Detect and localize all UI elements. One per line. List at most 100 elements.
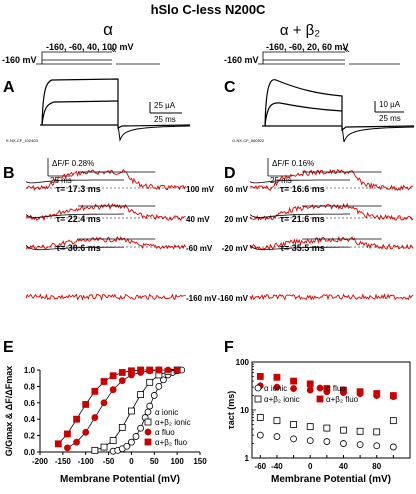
panel-letter-B: B bbox=[3, 165, 15, 182]
right-scale-bar bbox=[374, 101, 404, 113]
voltage-label: -20 mV bbox=[222, 244, 249, 253]
x-tick-label: 40 bbox=[339, 462, 348, 471]
figure-title: hSlo C-less N200C bbox=[151, 2, 266, 17]
left-scale-bar bbox=[149, 102, 182, 114]
data-point bbox=[373, 390, 381, 397]
data-point bbox=[73, 438, 80, 446]
tau-label: τ= 17.3 ms bbox=[56, 184, 101, 194]
fit-line bbox=[58, 369, 159, 445]
data-point bbox=[91, 387, 99, 395]
data-point bbox=[306, 380, 314, 388]
data-point bbox=[340, 440, 347, 447]
fluo-trace bbox=[249, 202, 414, 221]
x-tick-label: 50 bbox=[150, 457, 159, 466]
tau-label: τ= 22.4 ms bbox=[56, 214, 101, 224]
data-point bbox=[150, 392, 158, 399]
legend-entry: α+β₂ fluo bbox=[326, 395, 359, 404]
data-point bbox=[356, 427, 364, 435]
y-axis-label: τact (ms) bbox=[226, 391, 236, 430]
legend-entry: α+β₂ fluo bbox=[155, 438, 188, 447]
data-point bbox=[137, 366, 144, 374]
data-point bbox=[340, 426, 347, 434]
right-voltage-protocol bbox=[258, 47, 400, 65]
fit-curve bbox=[25, 179, 124, 184]
data-point bbox=[118, 369, 126, 376]
x-tick-label: 0 bbox=[308, 462, 313, 471]
voltage-label: -160 mV bbox=[217, 294, 248, 303]
fit-curve bbox=[249, 179, 350, 184]
data-point bbox=[100, 443, 108, 451]
data-point bbox=[100, 399, 108, 407]
data-point bbox=[109, 372, 117, 380]
data-point bbox=[356, 388, 364, 396]
data-point bbox=[146, 366, 154, 374]
voltage-label: -160 mV bbox=[186, 294, 217, 303]
right-fluo-scale-bar bbox=[267, 158, 292, 177]
x-axis-label: Membrane Potential (mV) bbox=[60, 474, 180, 485]
data-point bbox=[128, 438, 135, 446]
x-tick-label: 100 bbox=[170, 457, 184, 466]
panel-letter-A: A bbox=[3, 79, 15, 96]
data-point bbox=[160, 376, 167, 384]
data-point bbox=[132, 433, 140, 440]
y-tick-label: 0.2 bbox=[24, 432, 36, 441]
fit-curve bbox=[25, 244, 124, 251]
data-point bbox=[128, 407, 135, 415]
voltage-label: 40 mV bbox=[186, 215, 210, 224]
data-point bbox=[100, 378, 108, 385]
tau-label: τ= 21.6 ms bbox=[280, 214, 325, 224]
data-point bbox=[82, 428, 90, 436]
x-tick-label: -40 bbox=[271, 462, 283, 471]
data-point bbox=[254, 384, 262, 392]
fluo-trace bbox=[25, 293, 186, 302]
y-axis-label: G/Gmax & ΔF/ΔFmax bbox=[4, 366, 14, 456]
y-tick-label: 1.0 bbox=[24, 366, 36, 375]
panel-letter-F: F bbox=[224, 339, 234, 356]
tau-label: τ= 35.5 ms bbox=[280, 243, 325, 253]
data-point bbox=[389, 417, 397, 425]
fluo-trace bbox=[249, 235, 414, 251]
data-point bbox=[109, 386, 117, 394]
legend-entry: α fluo bbox=[155, 428, 175, 437]
data-point bbox=[256, 414, 264, 421]
data-point bbox=[373, 428, 381, 436]
voltage-label: 20 mV bbox=[224, 215, 248, 224]
right-current-traces bbox=[262, 79, 415, 143]
panel-letter-C: C bbox=[224, 79, 236, 96]
data-point bbox=[290, 435, 297, 443]
data-point bbox=[323, 438, 331, 445]
right-file-tag: G-NX-CF_060522 bbox=[232, 138, 265, 143]
data-point bbox=[144, 428, 152, 436]
y-tick-label: 0.4 bbox=[24, 415, 36, 424]
data-point bbox=[118, 423, 126, 431]
right-fluo-traces: τ= 16.6 ms 60 mV τ= 21.6 ms 20 mV τ= 35.5 ms… bbox=[217, 168, 414, 303]
data-point bbox=[323, 385, 331, 392]
data-point bbox=[82, 401, 90, 408]
fit-curve bbox=[249, 213, 350, 218]
fit-curve bbox=[25, 213, 124, 218]
chart-F: -60 -40 0 40 80 1 10 100 Membrane Potential (mV)… bbox=[226, 358, 411, 485]
y-tick-label: 0.0 bbox=[24, 448, 36, 457]
data-point bbox=[373, 442, 381, 450]
data-point bbox=[316, 384, 324, 392]
left-fluo-traces: τ= 17.3 ms 100 mV τ= 22.4 ms 40 mV τ= 30.6 m… bbox=[25, 168, 217, 303]
data-point bbox=[273, 383, 281, 391]
y-tick-label: 10 bbox=[240, 406, 249, 415]
data-point bbox=[64, 430, 71, 438]
right-scale-current: 10 µA bbox=[379, 100, 401, 109]
panel-letter-E: E bbox=[3, 339, 14, 356]
data-point bbox=[128, 367, 135, 375]
data-point bbox=[306, 423, 314, 431]
right-protocol-steps: -160, -60, 20, 60 mV bbox=[266, 42, 349, 52]
data-point bbox=[146, 378, 154, 386]
left-current-traces bbox=[40, 78, 191, 142]
x-tick-label: -100 bbox=[78, 457, 95, 466]
voltage-label: -60 mV bbox=[186, 244, 213, 253]
data-point bbox=[54, 440, 62, 448]
data-point bbox=[290, 421, 297, 428]
left-voltage-protocol bbox=[36, 47, 160, 65]
data-point bbox=[254, 395, 262, 403]
y-tick-label: 0.8 bbox=[24, 382, 36, 391]
data-point bbox=[323, 424, 331, 432]
data-point bbox=[118, 377, 126, 385]
